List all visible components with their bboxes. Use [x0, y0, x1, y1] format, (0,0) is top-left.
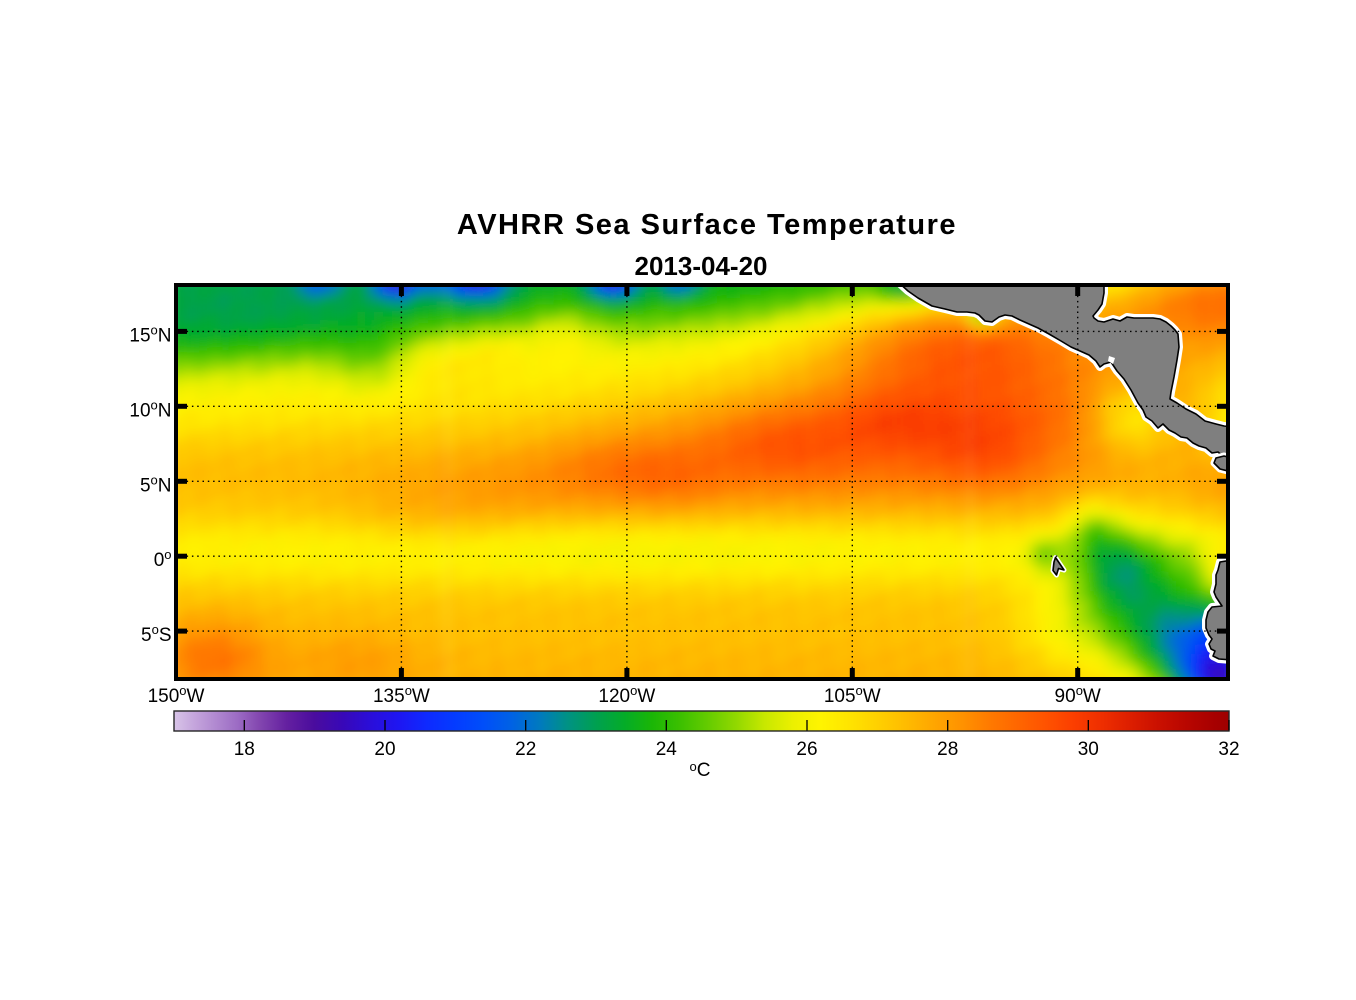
svg-text:AVHRR Sea Surface Temperature: AVHRR Sea Surface Temperature	[457, 209, 957, 241]
svg-text:2013-04-20: 2013-04-20	[635, 251, 768, 281]
